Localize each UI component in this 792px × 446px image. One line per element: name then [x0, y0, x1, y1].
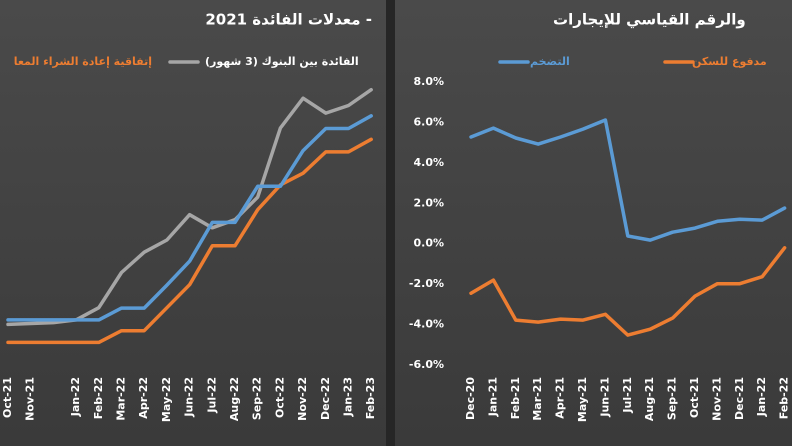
left-panel [0, 0, 386, 446]
x-tick-label: Jan-21 [486, 377, 499, 417]
legend-label: الفائدة بين البنوك (3 شهور) [205, 55, 359, 68]
x-tick-label: Mar-21 [531, 377, 544, 421]
x-tick-label: Oct-21 [1, 377, 14, 418]
x-tick-label: Nov-22 [296, 377, 309, 421]
series-line [469, 246, 787, 337]
x-tick-label: Feb-23 [364, 377, 377, 419]
y-tick-label: 6.0% [413, 115, 444, 128]
x-tick-label: Apr-22 [137, 377, 150, 419]
series-line [6, 137, 373, 345]
series-line [469, 118, 787, 242]
y-tick-label: -4.0% [409, 318, 444, 331]
y-tick-label: 4.0% [413, 156, 444, 169]
right-panel [395, 0, 792, 446]
x-tick-label: Aug-22 [228, 377, 241, 421]
x-tick-label: Jan-22 [69, 377, 82, 417]
x-tick-label: Feb-21 [509, 377, 522, 419]
x-tick-label: Oct-22 [273, 377, 286, 418]
chart-title: معدلات الفائدة 2021 - [205, 11, 372, 29]
x-tick-label: Jan-22 [755, 377, 768, 417]
y-tick-label: -6.0% [409, 358, 444, 371]
x-tick-label: Feb-22 [92, 377, 105, 419]
x-tick-label: Apr-21 [554, 377, 567, 419]
x-tick-label: Dec-20 [464, 377, 477, 420]
x-tick-label: Mar-22 [115, 377, 128, 421]
x-tick-label: Nov-21 [24, 377, 37, 421]
x-tick-label: Dec-21 [733, 377, 746, 420]
legend-label: التضخم [530, 55, 570, 68]
legend-label: مدفوع للسكن [692, 55, 767, 68]
x-tick-label: May-22 [160, 377, 173, 422]
y-tick-label: -2.0% [409, 277, 444, 290]
y-tick-label: 2.0% [413, 196, 444, 209]
y-tick-label: 0.0% [413, 237, 444, 250]
x-tick-label: May-21 [576, 377, 589, 422]
series-line [6, 114, 373, 322]
chart-title: والرقم القياسي للإيجارات [553, 11, 746, 29]
x-tick-label: Jul-22 [205, 377, 218, 414]
x-tick-label: Jul-21 [621, 377, 634, 414]
y-tick-label: 8.0% [413, 75, 444, 88]
legend-label: إتفاقية إعادة الشراء المعا [14, 55, 152, 68]
x-tick-label: Jun-22 [183, 377, 196, 418]
x-tick-label: Sep-21 [666, 377, 679, 420]
x-tick-label: Dec-22 [319, 377, 332, 420]
x-tick-label: Oct-21 [688, 377, 701, 418]
x-tick-label: Aug-21 [643, 377, 656, 421]
x-tick-label: Nov-21 [710, 377, 723, 421]
x-tick-label: Feb-22 [778, 377, 791, 419]
x-tick-label: Jan-23 [342, 377, 355, 417]
x-tick-label: Jun-21 [598, 377, 611, 418]
x-tick-label: Sep-22 [251, 377, 264, 420]
